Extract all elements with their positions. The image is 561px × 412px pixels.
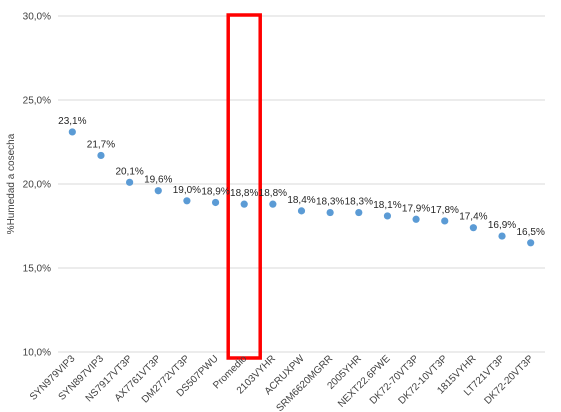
- data-label: 18,4%: [287, 195, 315, 206]
- y-tick-label: 15,0%: [23, 264, 51, 275]
- data-label: 23,1%: [58, 116, 86, 127]
- data-point: [240, 200, 248, 208]
- data-point: [183, 197, 191, 205]
- data-label: 18,8%: [230, 188, 258, 199]
- y-axis-ticks: 10,0% 15,0% 20,0% 25,0% 30,0%: [23, 12, 51, 359]
- y-tick-label: 10,0%: [23, 348, 51, 359]
- y-axis-label: %Humedad a cosecha: [6, 133, 17, 234]
- data-point: [97, 151, 105, 160]
- data-point: [355, 208, 363, 217]
- data-label: 18,9%: [201, 186, 229, 197]
- data-point: [126, 178, 134, 186]
- data-point: [68, 128, 76, 136]
- grid-lines: [58, 15, 545, 353]
- data-points: [68, 128, 535, 247]
- data-label: 19,6%: [144, 175, 172, 186]
- data-labels: 23,1%21,7%20,1%19,6%19,0% 18,9% 18,8% 18,8%…: [58, 116, 545, 238]
- data-point: [297, 207, 306, 215]
- data-label: 17,9%: [402, 203, 430, 214]
- y-tick-label: 20,0%: [23, 180, 51, 191]
- data-label: 17,8%: [431, 205, 459, 216]
- x-axis-ticks: SYN979VIP3SYN897VIP3NS7917VT3PAX7761VT3P…: [28, 353, 536, 412]
- data-point: [326, 208, 334, 217]
- data-point: [441, 217, 449, 225]
- data-point: [469, 224, 477, 232]
- data-point: [383, 212, 392, 220]
- data-point: [498, 232, 506, 240]
- y-tick-label: 30,0%: [23, 12, 51, 23]
- highlight-layer: [226, 13, 262, 360]
- data-label: 20,1%: [115, 166, 143, 177]
- data-point: [211, 198, 220, 207]
- data-label: 18,8%: [259, 188, 287, 199]
- data-label: 19,0%: [173, 185, 201, 196]
- data-label: 21,7%: [87, 139, 115, 150]
- data-label: 18,3%: [345, 197, 373, 208]
- data-label: 17,4%: [459, 212, 487, 223]
- data-label: 16,9%: [488, 220, 516, 231]
- data-point: [412, 215, 420, 223]
- data-label: 18,3%: [316, 197, 344, 208]
- y-tick-label: 25,0%: [23, 96, 51, 107]
- data-label: 18,1%: [373, 200, 401, 211]
- data-point: [269, 200, 277, 208]
- highlight-box: [226, 13, 262, 360]
- data-label: 16,5%: [516, 227, 544, 238]
- data-point: [154, 187, 162, 195]
- data-point: [527, 239, 535, 247]
